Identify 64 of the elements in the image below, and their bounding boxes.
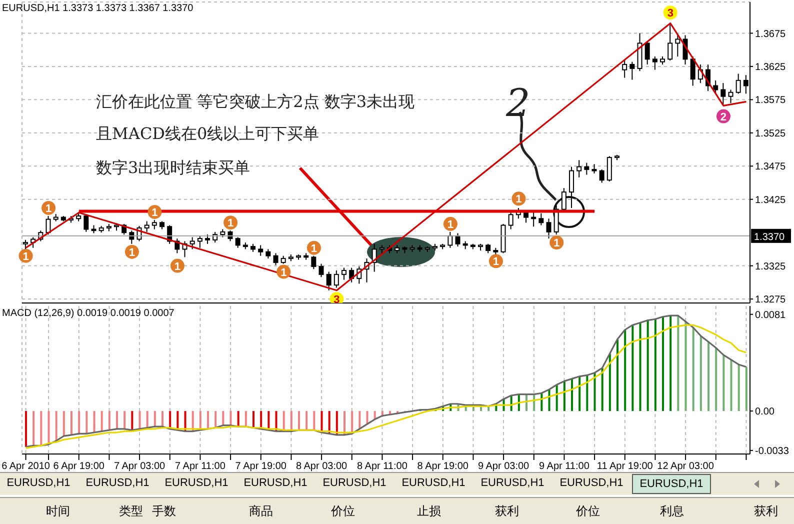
text: 1	[280, 266, 287, 279]
text: 类型	[119, 503, 143, 520]
text: 1	[516, 194, 522, 206]
x-tick-label: 7 Apr 11:00	[174, 461, 226, 472]
y-tick-label: 1.3625	[755, 62, 786, 74]
text: 价位	[576, 503, 600, 520]
x-tick-label: 8 Apr 19:00	[417, 461, 469, 472]
text: 1	[45, 202, 52, 215]
text: 1	[22, 250, 29, 263]
series-label: 1	[128, 246, 136, 259]
text: 商品	[249, 503, 273, 520]
text: 1	[554, 238, 560, 250]
annotation: 2	[506, 81, 530, 125]
text: 止损	[417, 503, 441, 520]
chart-title: EURUSD,H1 1.3373 1.3373 1.3367 1.3370	[2, 3, 194, 14]
text: EURUSD,H1	[6, 476, 72, 491]
chart-title: MACD (12,26,9) 0.0019 0.0019 0.0007	[2, 308, 174, 319]
text: 1	[447, 218, 454, 231]
y-tick-label: 1.3475	[755, 162, 786, 173]
text: 1	[227, 218, 234, 230]
x-tick-label: 9 Apr 11:00	[538, 461, 590, 472]
x-tick-label: 11 Apr 19:00	[596, 461, 654, 472]
text: 利息	[660, 503, 684, 520]
y-tick-label: 0.00	[755, 406, 775, 418]
text: 1	[492, 256, 500, 268]
text: 1	[174, 260, 181, 273]
text: EURUSD,H1	[400, 476, 466, 491]
text: EURUSD,H1	[84, 476, 150, 491]
text: 价位	[331, 503, 355, 520]
annotation: 且MACD线在0线以上可下买单	[96, 124, 320, 143]
y-tick-label: 1.3325	[755, 261, 786, 272]
text: EURUSD,H1	[322, 476, 388, 491]
y-tick-label: 1.3425	[755, 194, 786, 206]
text: 获利	[495, 503, 519, 520]
x-tick-label: 7 Apr 03:00	[114, 461, 166, 472]
ref-line-label: 1.3370	[754, 232, 786, 243]
y-tick-label: 1.3575	[755, 95, 786, 106]
series-label: 2	[720, 111, 727, 124]
y-tick-label: 1.3675	[755, 28, 786, 40]
y-tick-label: -0.0033	[755, 446, 790, 457]
text: 时间	[46, 503, 70, 520]
text: EURUSD,H1	[164, 476, 230, 491]
y-tick-label: 1.3525	[755, 128, 786, 140]
x-tick-label: 7 Apr 19:00	[235, 461, 287, 472]
x-tick-label: 6 Apr 2010	[2, 461, 50, 472]
text: EURUSD,H1	[480, 476, 546, 491]
x-tick-label: 9 Apr 03:00	[478, 461, 530, 472]
x-tick-label: 12 Apr 03:00	[657, 461, 714, 472]
text: EURUSD,H1	[632, 474, 711, 494]
x-tick-label: 8 Apr 11:00	[356, 461, 408, 472]
text: 3	[334, 294, 340, 306]
text: 获利	[754, 503, 778, 520]
annotation: 汇价在此位置 等它突破上方2点 数字3未出现	[96, 92, 415, 111]
x-tick-label: 6 Apr 19:00	[53, 461, 105, 472]
text: 手数	[152, 503, 176, 520]
x-tick-label: 8 Apr 03:00	[296, 461, 348, 472]
annotation: 数字3出现时结束买单	[96, 158, 250, 177]
series-label: 3	[667, 8, 674, 20]
text: 1	[310, 242, 318, 255]
text: EURUSD,H1	[558, 476, 624, 491]
y-tick-label: 1.3275	[755, 294, 786, 306]
text: EURUSD,H1	[242, 476, 308, 491]
y-tick-label: 0.0081	[755, 310, 786, 321]
text: 1	[152, 206, 158, 219]
